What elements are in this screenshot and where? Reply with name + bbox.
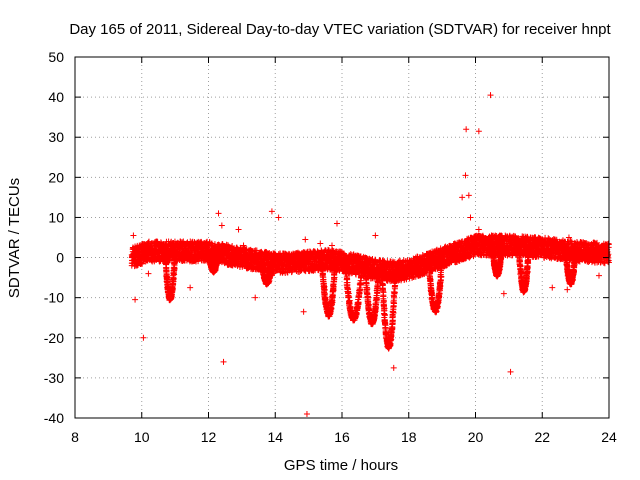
data-points [128,92,612,417]
chart-title: Day 165 of 2011, Sidereal Day-to-day VTE… [69,21,611,38]
data-point [139,260,146,267]
data-point [229,243,236,250]
data-point [253,247,260,254]
data-point [297,268,304,275]
